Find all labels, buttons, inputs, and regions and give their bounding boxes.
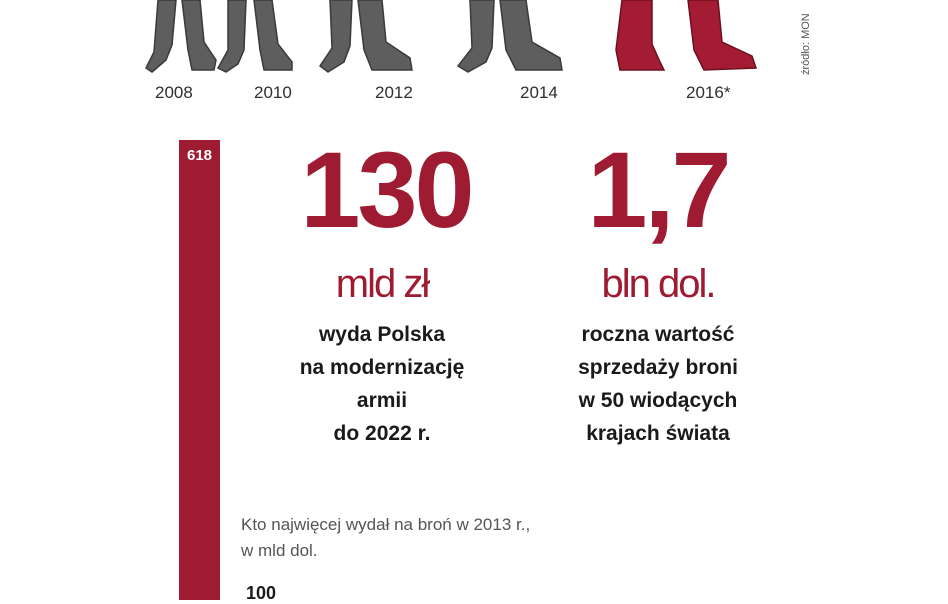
desc-line: krajach świata [586,422,730,445]
desc-line: roczna wartość [581,323,735,346]
stat-right-value: 1,7 [587,129,731,250]
year-label: 2012 [375,83,413,102]
desc-line: wyda Polska [318,323,446,346]
soldier-legs-2010 [216,0,247,73]
desc-line: do 2022 r. [333,422,431,445]
stat-right-unit: bln dol. [601,262,717,306]
desc-line: na modernizację [299,356,465,379]
stat-right-description: roczna wartość sprzedaży broni w 50 wiod… [508,318,808,450]
year-label: 2016* [686,83,731,102]
year-label: 2008 [155,83,193,102]
desc-line: w 50 wiodących [578,389,738,412]
soldier-legs-2012 [318,0,353,73]
soldier-legs-2016 [615,0,666,71]
year-label: 2010 [254,83,292,102]
stat-left-unit: mld zł [335,262,430,306]
stat-left-value: 130 [300,129,474,250]
question-caption: Kto najwięcej wydał na broń w 2013 r., w… [241,512,661,564]
soldier-legs-2014 [456,0,495,73]
bottom-value: 100 [246,583,277,603]
desc-line: armii [356,389,408,412]
red-bar [179,140,220,600]
question-line: w mld dol. [241,541,318,560]
question-line: Kto najwięcej wydał na broń w 2013 r., [241,515,531,534]
soldiers-illustration [145,0,758,73]
stat-left-description: wyda Polska na modernizację armii do 202… [232,318,532,450]
bar-value-label: 618 [186,147,213,164]
desc-line: sprzedaży broni [578,356,738,379]
soldier-legs-2008 [145,0,177,73]
year-label: 2014 [520,83,558,102]
source-note: źródło: MON [800,13,812,75]
